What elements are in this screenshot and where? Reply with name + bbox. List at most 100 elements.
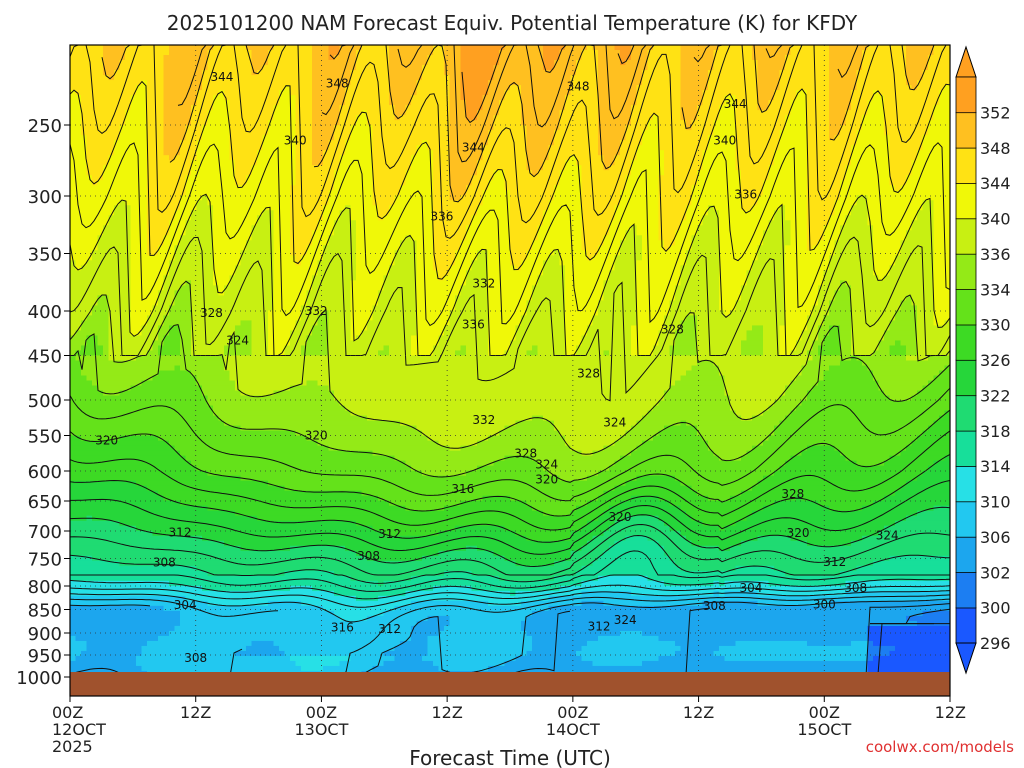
field-cell bbox=[109, 636, 115, 642]
field-cell bbox=[109, 421, 115, 427]
field-cell bbox=[186, 325, 192, 331]
field-cell bbox=[180, 476, 186, 482]
field-cell bbox=[246, 566, 252, 572]
field-cell bbox=[169, 350, 175, 356]
field-cell bbox=[241, 646, 247, 652]
field-cell bbox=[98, 50, 104, 56]
field-cell bbox=[268, 466, 274, 472]
field-cell bbox=[70, 190, 76, 196]
field-cell bbox=[252, 140, 258, 146]
field-cell bbox=[224, 661, 230, 667]
field-cell bbox=[186, 516, 192, 522]
field-cell bbox=[246, 606, 252, 612]
field-cell bbox=[274, 365, 280, 371]
field-cell bbox=[235, 210, 241, 216]
field-cell bbox=[252, 646, 258, 652]
field-cell bbox=[120, 551, 126, 557]
field-cell bbox=[219, 646, 225, 652]
field-cell bbox=[120, 145, 126, 151]
field-cell bbox=[213, 386, 219, 392]
field-cell bbox=[70, 275, 76, 281]
field-cell bbox=[98, 115, 104, 121]
field-cell bbox=[246, 155, 252, 161]
field-cell bbox=[164, 215, 170, 221]
field-cell bbox=[87, 476, 93, 482]
field-cell bbox=[81, 441, 87, 447]
field-cell bbox=[268, 55, 274, 61]
field-cell bbox=[136, 386, 142, 392]
field-cell bbox=[147, 496, 153, 502]
field-cell bbox=[202, 220, 208, 226]
field-cell bbox=[263, 325, 269, 331]
field-cell bbox=[70, 631, 76, 637]
field-cell bbox=[136, 531, 142, 537]
field-cell bbox=[109, 631, 115, 637]
field-cell bbox=[153, 496, 159, 502]
field-cell bbox=[81, 345, 87, 351]
field-cell bbox=[224, 396, 230, 402]
field-cell bbox=[274, 80, 280, 86]
field-cell bbox=[142, 481, 148, 487]
field-cell bbox=[98, 135, 104, 141]
field-cell bbox=[180, 641, 186, 647]
field-cell bbox=[158, 170, 164, 176]
field-cell bbox=[125, 661, 131, 667]
field-cell bbox=[191, 371, 197, 377]
field-cell bbox=[164, 50, 170, 56]
field-cell bbox=[125, 616, 131, 622]
field-cell bbox=[70, 436, 76, 442]
field-cell bbox=[224, 350, 230, 356]
field-cell bbox=[103, 491, 109, 497]
field-cell bbox=[70, 305, 76, 311]
field-cell bbox=[268, 641, 274, 647]
field-cell bbox=[274, 566, 280, 572]
field-cell bbox=[158, 125, 164, 131]
field-cell bbox=[158, 431, 164, 437]
field-cell bbox=[114, 586, 120, 592]
field-cell bbox=[114, 190, 120, 196]
field-cell bbox=[120, 621, 126, 627]
field-cell bbox=[257, 100, 263, 106]
field-cell bbox=[136, 461, 142, 467]
field-cell bbox=[81, 275, 87, 281]
field-cell bbox=[257, 426, 263, 432]
field-cell bbox=[131, 205, 137, 211]
field-cell bbox=[120, 611, 126, 617]
field-cell bbox=[147, 280, 153, 286]
field-cell bbox=[164, 70, 170, 76]
field-cell bbox=[224, 431, 230, 437]
field-cell bbox=[175, 255, 181, 261]
field-cell bbox=[186, 235, 192, 241]
field-cell bbox=[70, 446, 76, 452]
field-cell bbox=[158, 135, 164, 141]
field-cell bbox=[81, 446, 87, 452]
field-cell bbox=[224, 656, 230, 662]
field-cell bbox=[142, 371, 148, 377]
field-cell bbox=[76, 426, 82, 432]
field-cell bbox=[164, 60, 170, 66]
field-cell bbox=[252, 521, 258, 527]
field-cell bbox=[98, 360, 104, 366]
field-cell bbox=[109, 340, 115, 346]
field-cell bbox=[230, 406, 236, 412]
field-cell bbox=[92, 626, 98, 632]
field-cell bbox=[241, 591, 247, 597]
field-cell bbox=[114, 295, 120, 301]
field-cell bbox=[142, 225, 148, 231]
field-cell bbox=[279, 100, 285, 106]
field-cell bbox=[125, 315, 131, 321]
field-cell bbox=[230, 501, 236, 507]
field-cell bbox=[103, 611, 109, 617]
field-cell bbox=[241, 190, 247, 196]
field-cell bbox=[230, 140, 236, 146]
field-cell bbox=[142, 305, 148, 311]
field-cell bbox=[70, 200, 76, 206]
field-cell bbox=[268, 476, 274, 482]
field-cell bbox=[235, 461, 241, 467]
field-cell bbox=[230, 391, 236, 397]
field-cell bbox=[257, 325, 263, 331]
field-cell bbox=[246, 225, 252, 231]
field-cell bbox=[268, 180, 274, 186]
field-cell bbox=[81, 55, 87, 61]
field-cell bbox=[219, 396, 225, 402]
